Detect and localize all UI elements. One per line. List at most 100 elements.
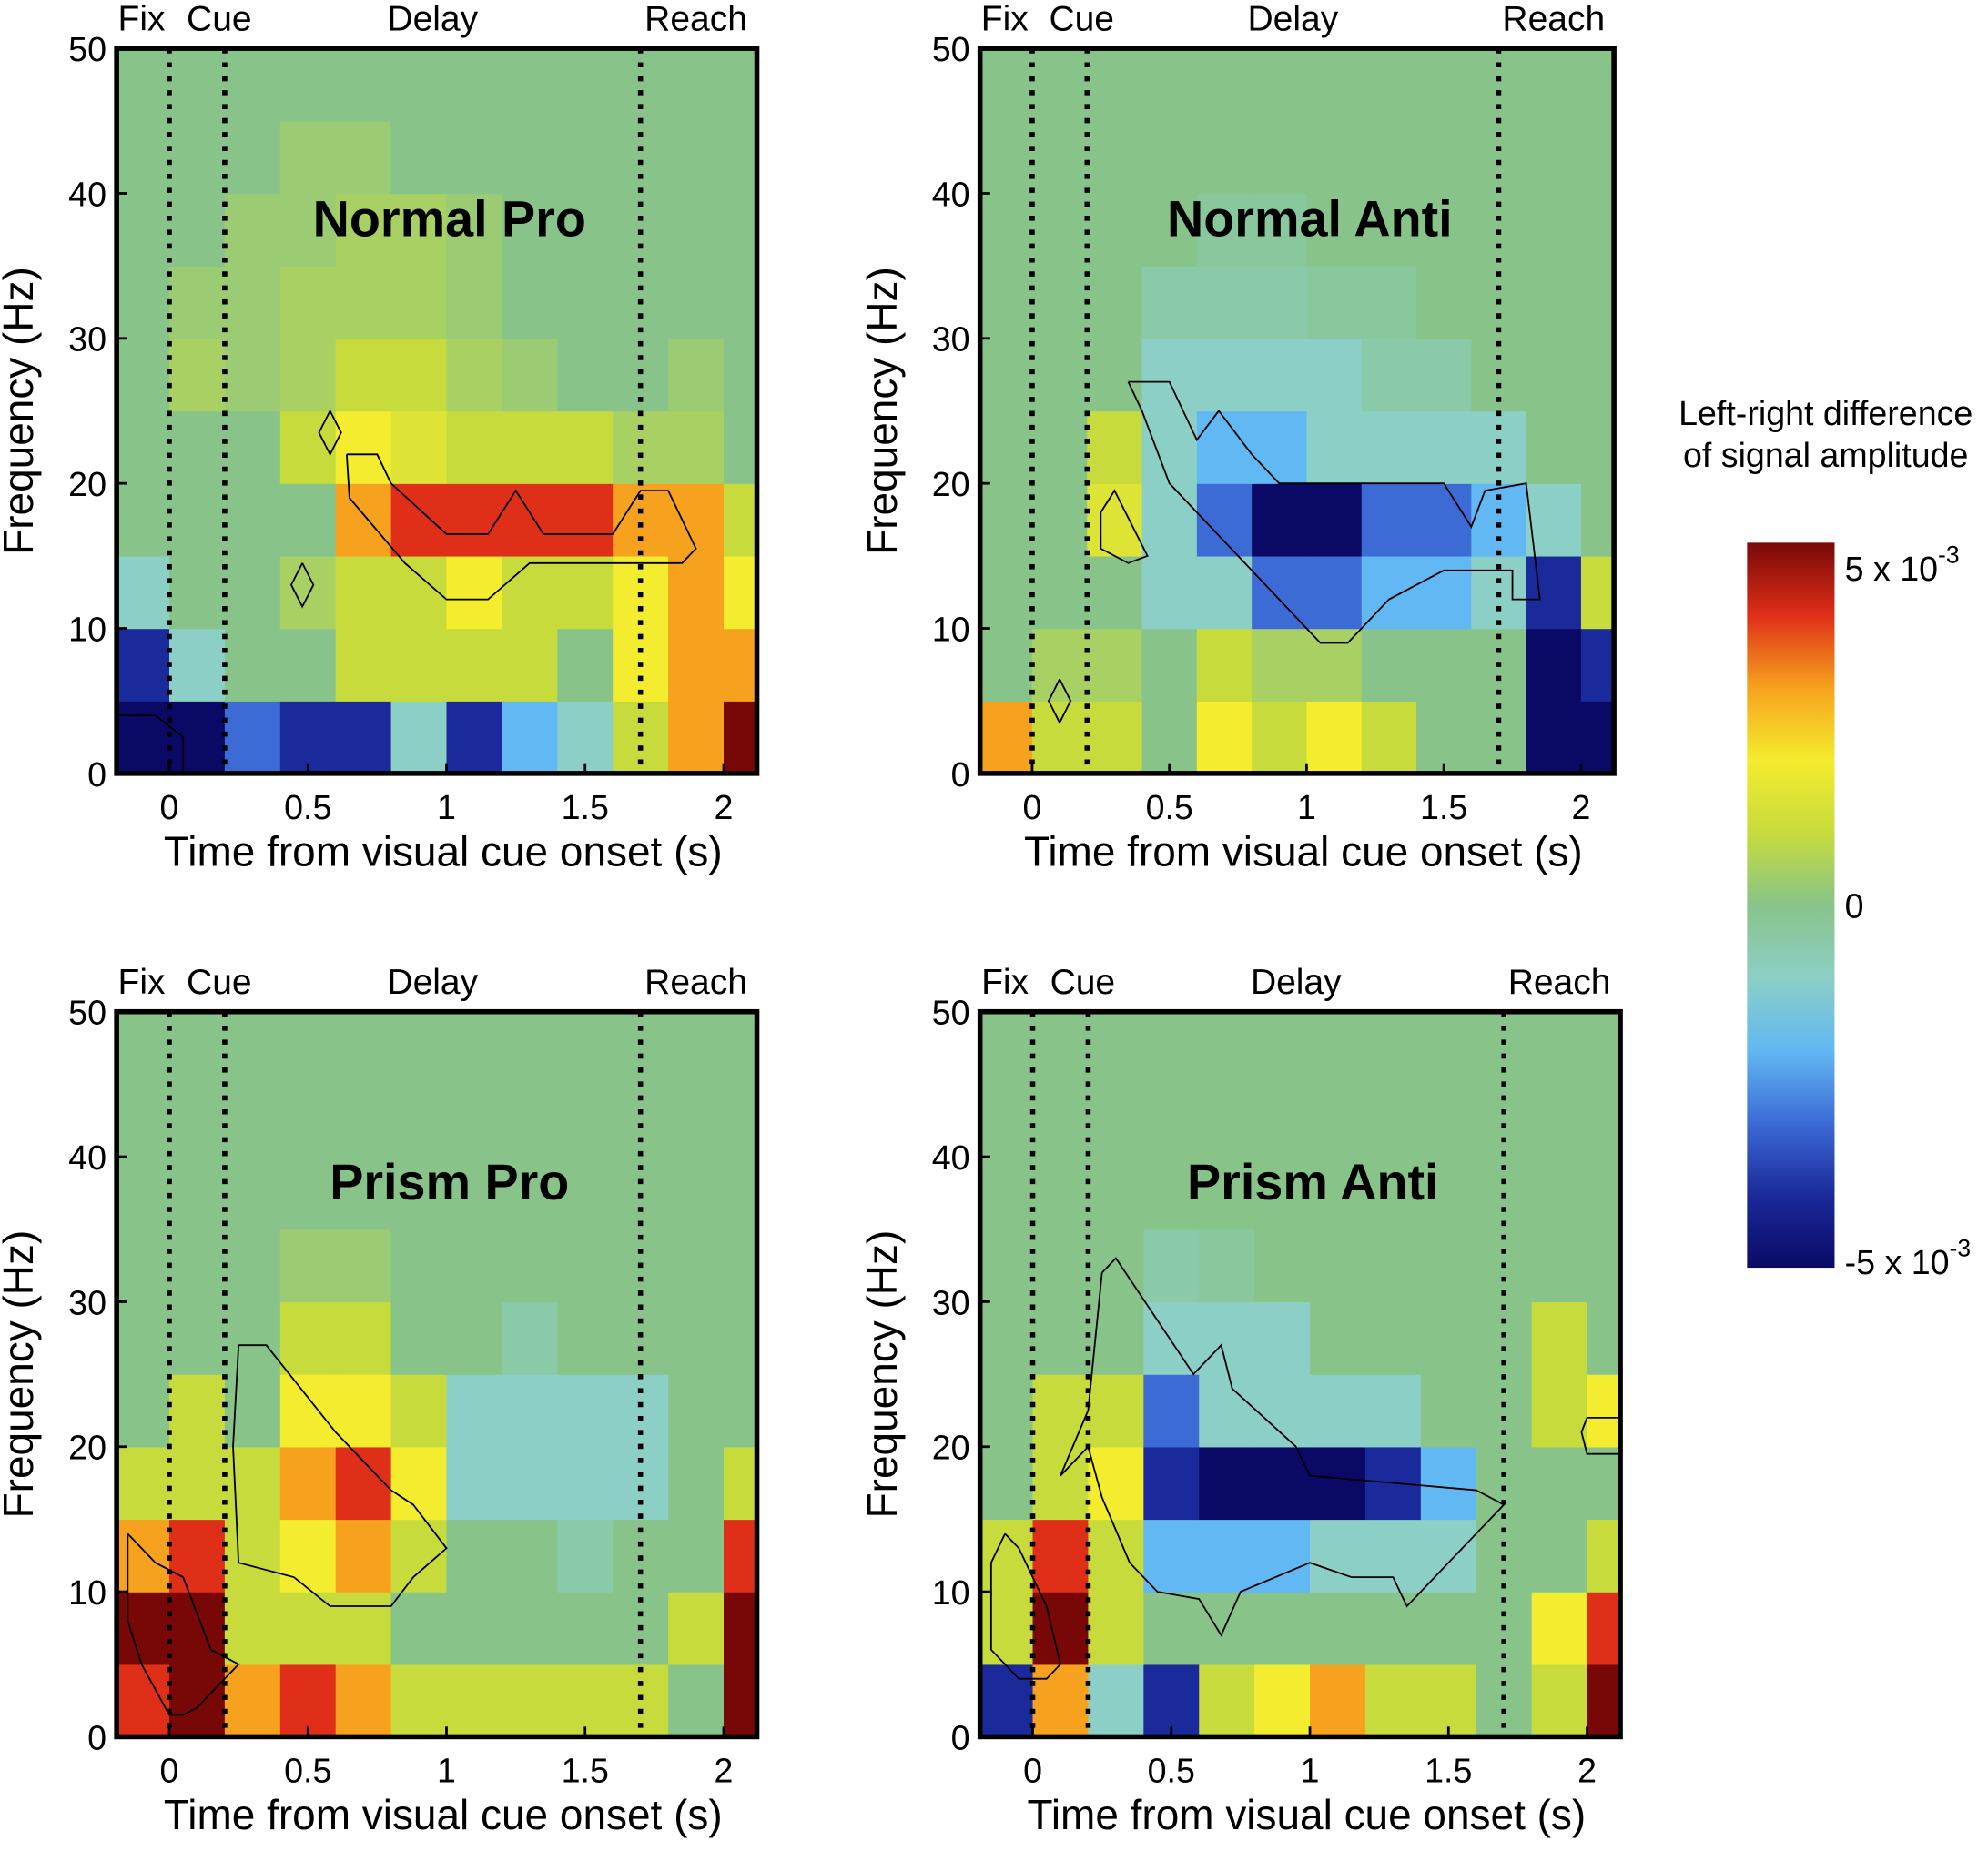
heatmap-cell [979, 193, 1033, 267]
heatmap-cell [557, 1301, 614, 1375]
heatmap-cell [1254, 1084, 1311, 1158]
x-tick-label: 1.5 [1425, 1752, 1472, 1790]
heatmap-cell [335, 1664, 392, 1737]
heatmap-cell [1196, 266, 1253, 339]
heatmap-cell [335, 1374, 392, 1448]
heatmap-cell [446, 120, 503, 195]
heatmap-cell [1143, 1592, 1200, 1665]
heatmap-cell [1580, 193, 1615, 267]
heatmap-cell [168, 1592, 226, 1665]
heatmap-cell [1364, 1592, 1422, 1665]
axes-frame [114, 1008, 760, 1740]
exponent: -3 [1950, 1235, 1972, 1262]
axes-frame [977, 1008, 1623, 1740]
heatmap-cell [1088, 1374, 1145, 1448]
heatmap-cell [1087, 48, 1143, 122]
event-label: Fix [118, 963, 166, 1002]
heatmap-cell [224, 1664, 281, 1737]
heatmap-cell [1143, 1084, 1200, 1158]
heatmap-cell [1199, 1446, 1255, 1521]
y-tick-label: 10 [68, 1573, 106, 1612]
heatmap-cell [723, 1664, 757, 1737]
heatmap-cell [446, 1446, 503, 1521]
y-tick-label: 30 [932, 320, 970, 359]
y-tick-label: 10 [68, 610, 106, 648]
heatmap-cell [502, 1446, 558, 1521]
heatmap-cell [1361, 701, 1417, 774]
x-tick-label: 1 [437, 788, 456, 826]
event-label: Fix [981, 963, 1029, 1002]
heatmap-cell [279, 410, 337, 484]
heatmap-cell [1361, 338, 1417, 412]
heatmap-cell [390, 266, 448, 339]
event-label: Fix [118, 0, 166, 39]
heatmap-cell [668, 193, 725, 267]
heatmap-cell [979, 1011, 1034, 1086]
heatmap-cell [168, 701, 226, 774]
y-tick-label: 50 [932, 30, 970, 68]
heatmap-cell [1254, 1664, 1311, 1737]
heatmap-cell [168, 193, 226, 267]
significance-contour [232, 1344, 448, 1607]
heatmap-cell [1587, 1011, 1621, 1086]
event-label: Reach [1508, 963, 1611, 1002]
heatmap-cell [1361, 483, 1417, 557]
heatmap-cell [279, 1011, 337, 1086]
event-label: Cue [187, 963, 252, 1002]
heatmap-cell [1416, 701, 1473, 774]
heatmap-cell [390, 1157, 448, 1230]
significance-contour [1100, 489, 1149, 564]
heatmap [979, 48, 1615, 774]
x-tick-label: 0 [160, 1752, 179, 1790]
heatmap-cell [335, 1446, 392, 1521]
x-axis-label: Time from visual cue onset (s) [164, 1791, 723, 1838]
heatmap-cell [1310, 1592, 1366, 1665]
heatmap-cell [502, 1084, 558, 1158]
heatmap-cell [668, 48, 725, 122]
heatmap-cell [1031, 48, 1088, 122]
heatmap-cell [1364, 1229, 1422, 1303]
heatmap-cell [1254, 1229, 1311, 1303]
heatmap-cell [557, 120, 614, 195]
heatmap-cell [723, 410, 757, 484]
heatmap-cell [117, 120, 170, 195]
heatmap-cell [1143, 1446, 1200, 1521]
heatmap-cell [1087, 338, 1143, 412]
heatmap-cell [168, 1519, 226, 1593]
heatmap-cell [1252, 701, 1308, 774]
heatmap-cell [979, 1664, 1034, 1737]
heatmap-cell [557, 555, 614, 630]
y-tick-label: 50 [932, 994, 970, 1032]
heatmap-cell [557, 1229, 614, 1303]
heatmap-cell [979, 701, 1033, 774]
heatmap-cell [1032, 1011, 1090, 1086]
heatmap-cell [168, 266, 226, 339]
event-label: Cue [187, 0, 252, 39]
heatmap-cell [668, 555, 725, 630]
heatmap-cell [335, 48, 392, 122]
y-axis-label: Frequency (Hz) [858, 267, 906, 555]
heatmap-cell [1032, 1446, 1090, 1521]
heatmap-cell [1310, 1011, 1366, 1086]
x-tick-label: 2 [715, 1752, 734, 1790]
heatmap-cell [279, 1157, 337, 1230]
heatmap-cell [1471, 48, 1527, 122]
heatmap-cell [979, 266, 1033, 339]
heatmap-cell [168, 1446, 226, 1521]
heatmap-cell [335, 338, 392, 412]
heatmap-cell [1306, 483, 1363, 557]
heatmap-cell [502, 410, 558, 484]
heatmap-cell [1141, 555, 1198, 630]
heatmap-cell [1196, 193, 1253, 267]
heatmap-cell [390, 193, 448, 267]
heatmap-cell [557, 48, 614, 122]
heatmap-cell [557, 1157, 614, 1230]
y-tick-label: 10 [932, 610, 970, 648]
heatmap-cell [1032, 1084, 1090, 1158]
heatmap-cell [224, 1592, 281, 1665]
heatmap-cell [1580, 628, 1615, 702]
x-tick-label: 1.5 [562, 788, 609, 826]
heatmap-cell [723, 555, 757, 630]
y-tick-label: 0 [951, 755, 970, 794]
